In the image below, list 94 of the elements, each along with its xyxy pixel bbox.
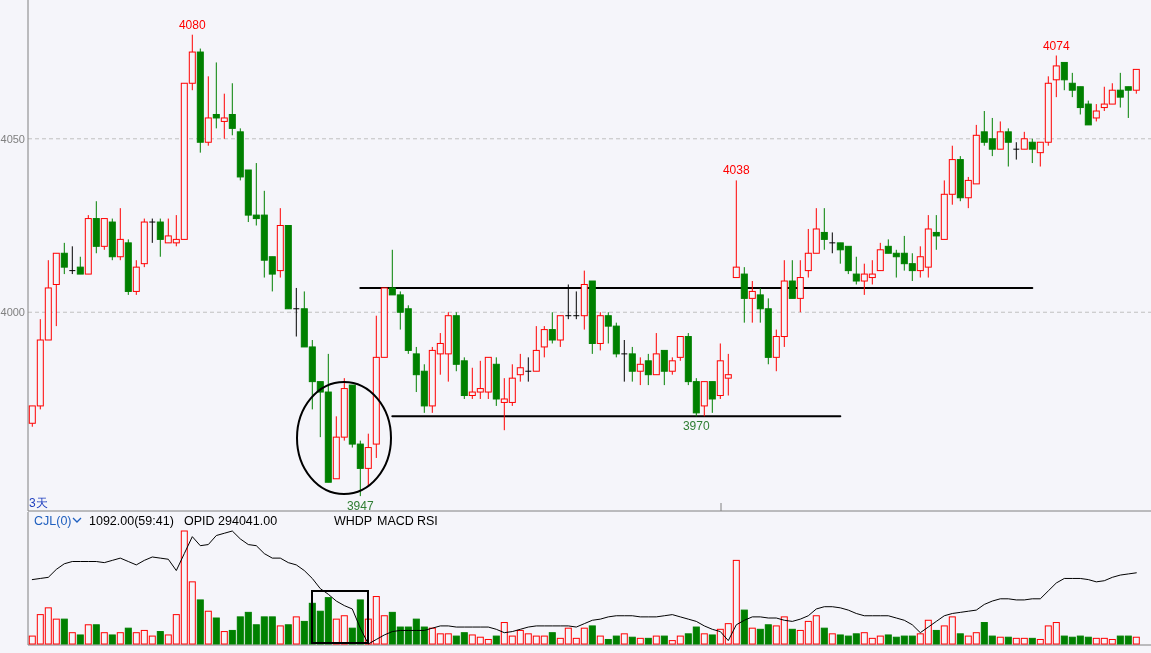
bar xyxy=(740,609,748,645)
text: CJL(0) xyxy=(34,514,72,528)
bar xyxy=(84,624,92,645)
candlestick xyxy=(820,207,828,251)
candlestick xyxy=(1060,61,1068,91)
text: OPID 294041.00 xyxy=(184,514,278,528)
bar xyxy=(748,627,756,645)
bar xyxy=(588,625,596,645)
candlestick xyxy=(156,218,164,258)
bar xyxy=(124,627,132,645)
bar xyxy=(932,629,940,645)
bar xyxy=(116,632,124,645)
candlestick xyxy=(116,207,124,261)
bar xyxy=(708,634,716,645)
bar xyxy=(292,616,300,645)
bar xyxy=(820,627,828,645)
candlestick xyxy=(148,218,156,244)
candlestick xyxy=(796,259,804,313)
candlestick xyxy=(1052,55,1060,98)
candlestick xyxy=(628,346,636,383)
candlestick xyxy=(1004,127,1012,168)
bar xyxy=(828,633,836,645)
candlestick xyxy=(292,287,300,338)
candlestick xyxy=(1132,68,1140,95)
candlestick xyxy=(996,120,1004,150)
annotation: 3947 xyxy=(346,499,374,514)
text: 1092.00(59:41) xyxy=(89,514,174,528)
candlestick xyxy=(876,242,884,272)
bar xyxy=(788,628,796,645)
bar xyxy=(60,618,68,645)
candlestick xyxy=(652,332,660,376)
bar xyxy=(100,632,108,645)
candlestick xyxy=(572,290,580,320)
bar xyxy=(92,624,100,645)
annotation: 4074 xyxy=(1042,38,1070,53)
annotation: 3970 xyxy=(682,419,710,434)
candlestick xyxy=(708,381,716,414)
bar xyxy=(652,635,660,645)
candlestick xyxy=(620,339,628,383)
candlestick xyxy=(532,325,540,372)
candlestick xyxy=(364,433,372,487)
bar xyxy=(996,636,1004,645)
candlestick xyxy=(1012,141,1020,161)
bar xyxy=(628,636,636,645)
bar xyxy=(636,637,644,645)
bar xyxy=(68,632,76,645)
bar xyxy=(548,632,556,645)
candlestick xyxy=(228,82,236,136)
bar xyxy=(212,617,220,645)
bar xyxy=(220,631,228,645)
bar xyxy=(1004,636,1012,645)
candlestick xyxy=(60,242,68,275)
annotation: 4080 xyxy=(178,17,206,32)
bar xyxy=(956,633,964,645)
candlestick xyxy=(548,311,556,344)
bar xyxy=(660,635,668,645)
text: RSI xyxy=(417,514,438,528)
annotation: 3天 xyxy=(29,496,48,510)
candlestick xyxy=(636,356,644,386)
bar xyxy=(620,633,628,645)
candlestick xyxy=(68,245,76,275)
bar xyxy=(284,624,292,645)
candlestick xyxy=(524,356,532,383)
candlestick xyxy=(220,93,228,140)
candlestick xyxy=(748,280,756,324)
candlestick xyxy=(212,61,220,129)
bar xyxy=(700,633,708,645)
candlestick xyxy=(932,214,940,251)
candlestick xyxy=(676,336,684,362)
text: WHDP xyxy=(334,514,373,528)
bar xyxy=(596,635,604,645)
bar xyxy=(196,599,204,645)
bar xyxy=(108,634,116,645)
candlestick xyxy=(788,259,796,299)
candlestick xyxy=(828,231,836,254)
bar xyxy=(1028,637,1036,645)
candlestick xyxy=(516,353,524,383)
bar xyxy=(76,634,84,645)
bar xyxy=(644,637,652,645)
candlestick xyxy=(1028,138,1036,164)
candlestick xyxy=(540,325,548,358)
annotation: 4038 xyxy=(722,163,750,178)
candlestick xyxy=(644,353,652,386)
candlestick xyxy=(852,256,860,285)
bar xyxy=(1132,636,1140,645)
bar xyxy=(204,610,212,645)
y-tick-label: 4050 xyxy=(0,132,25,145)
bar xyxy=(276,625,284,645)
bar xyxy=(156,631,164,645)
candlestick xyxy=(660,349,668,386)
candlestick xyxy=(732,179,740,279)
y-tick-label: 4000 xyxy=(0,306,25,319)
bar xyxy=(492,635,500,645)
text: MACD xyxy=(377,514,414,528)
